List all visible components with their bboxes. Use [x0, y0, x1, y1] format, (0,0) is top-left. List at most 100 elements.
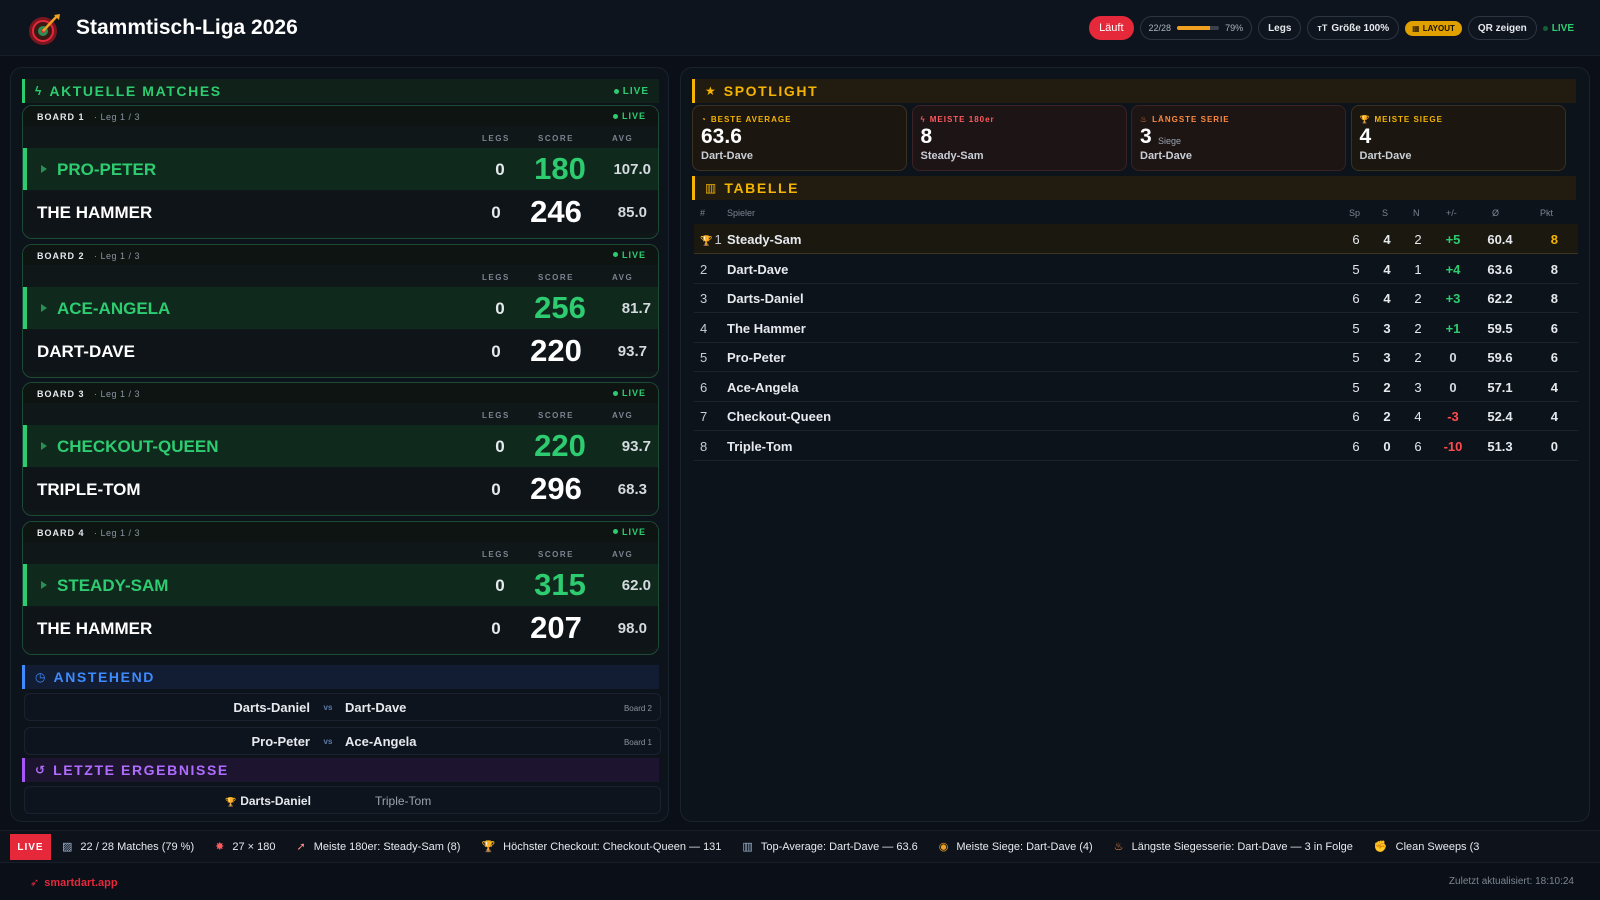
standings-diff: +5	[1445, 232, 1461, 247]
spotlight-label-text: MEISTE SIEGE	[1374, 115, 1443, 124]
standings-row[interactable]: 5 Pro-Peter 5 3 2 0 59.6 6	[694, 342, 1578, 372]
spotlight-value: 4	[1359, 125, 1372, 148]
spotlight-card: 🏆 MEISTE SIEGE 4 Dart-Dave	[1350, 105, 1566, 171]
match-card: BOARD 1 · Leg 1 / 3 LIVE LEGS SCORE AVG PRO-PE…	[22, 105, 659, 239]
spotlight-label-text: MEISTE 180er	[929, 115, 995, 124]
trophy-icon: 🏆	[1359, 115, 1371, 124]
result-row[interactable]: 🏆 Darts-Daniel Triple-Tom	[24, 786, 661, 814]
standings-average: 57.1	[1487, 379, 1513, 395]
board-header: BOARD 3 · Leg 1 / 3 LIVE	[23, 383, 658, 403]
standings-row[interactable]: 2 Dart-Dave 5 4 1 +4 63.6 8	[694, 254, 1578, 284]
status-badge[interactable]: Läuft	[1089, 16, 1134, 40]
muscle-icon: ✊	[1373, 841, 1388, 853]
vs-label: vs	[323, 703, 333, 712]
standings-rank: 6	[700, 380, 707, 395]
upcoming-match[interactable]: Pro-Peter vs Ace-Angela Board 1	[24, 727, 661, 755]
col-rank: #	[700, 208, 706, 218]
active-turn-icon	[41, 165, 47, 173]
standings-rank-value: 5	[700, 350, 708, 365]
results-heading: ↺ LETZTE ERGEBNISSE	[22, 758, 659, 782]
standings-average: 62.2	[1487, 291, 1513, 306]
standings-points: 8	[1550, 232, 1558, 247]
bolt-icon: ϟ	[920, 115, 926, 124]
standings-points: 0	[1550, 438, 1558, 454]
text-size-icon: ᴛT	[1317, 23, 1328, 33]
col-losses: N	[1413, 208, 1420, 218]
spotlight-player: Dart-Dave	[1359, 150, 1412, 162]
standings-row[interactable]: 6 Ace-Angela 5 2 3 0 57.1 4	[694, 372, 1578, 402]
standings-wins: 3	[1383, 320, 1391, 336]
ticker-text: Top-Average: Dart-Dave — 63.6	[760, 840, 918, 853]
spotlight-card: ◔ BESTE AVERAGE 63.6 Dart-Dave	[692, 105, 907, 171]
ticker-text: Meiste Siege: Dart-Dave (4)	[956, 840, 1093, 853]
standings-diff: -3	[1447, 409, 1459, 424]
board-live-indicator: LIVE	[612, 111, 646, 121]
legs-mode-button[interactable]: Legs	[1258, 16, 1302, 40]
standings-rank: 5	[700, 350, 707, 365]
player-average: 68.3	[617, 481, 647, 498]
standings-player: Dart-Dave	[727, 261, 789, 277]
size-button[interactable]: ᴛT Größe 100%	[1307, 16, 1400, 40]
standings-average: 52.4	[1487, 409, 1513, 424]
standings-row[interactable]: 8 Triple-Tom 6 0 6 -10 51.3 0	[694, 431, 1578, 461]
spotlight-heading: ★ SPOTLIGHT	[692, 79, 1576, 103]
board-title: BOARD 3	[37, 389, 85, 399]
qr-button[interactable]: QR zeigen	[1467, 16, 1537, 40]
board-header: BOARD 2 · Leg 1 / 3 LIVE	[23, 244, 658, 265]
active-turn-icon	[41, 303, 47, 312]
result-winner-name: Darts-Daniel	[240, 794, 311, 808]
player-name: THE HAMMER	[37, 618, 153, 638]
clock-icon: ◷	[35, 670, 46, 684]
spotlight-player: Dart-Dave	[701, 150, 753, 162]
board-leg-info: · Leg 1 / 3	[94, 250, 141, 261]
last-updated: Zuletzt aktualisiert: 18:10:24	[1448, 876, 1574, 887]
standings-losses: 2	[1414, 350, 1422, 365]
board-leg-info: · Leg 1 / 3	[94, 527, 141, 538]
col-legs-header: LEGS	[482, 549, 510, 559]
standings-played: 6	[1352, 409, 1360, 424]
standings-row[interactable]: 7 Checkout-Queen 6 2 4 -3 52.4 4	[694, 401, 1578, 431]
matches-live-indicator: LIVE	[613, 86, 649, 97]
upcoming-match[interactable]: Darts-Daniel vs Dart-Dave Board 2	[24, 693, 661, 721]
col-played: Sp	[1349, 208, 1361, 218]
player-score: 315	[534, 566, 586, 602]
board-header: BOARD 4 · Leg 1 / 3 LIVE	[23, 521, 658, 542]
player-name: STEADY-SAM	[57, 575, 169, 595]
app-title: Stammtisch-Liga 2026	[76, 16, 298, 39]
standings-rank: 4	[700, 321, 707, 336]
player-average: 93.7	[617, 342, 647, 360]
ticker-live-badge: LIVE	[10, 834, 51, 860]
board-leg-info: · Leg 1 / 3	[94, 389, 141, 399]
board-leg-info: · Leg 1 / 3	[94, 112, 141, 122]
upcoming-heading-label: ANSTEHEND	[53, 669, 156, 685]
standings-average: 59.5	[1487, 320, 1513, 336]
flame-icon: ♨	[1140, 115, 1149, 124]
ticker-item: ➚ Meiste 180er: Steady-Sam (8)	[296, 840, 460, 854]
board-live-label: LIVE	[621, 388, 646, 398]
layout-button[interactable]: ▦ LAYOUT	[1405, 20, 1462, 36]
live-dot-icon	[612, 529, 618, 534]
live-dot-icon	[612, 390, 618, 396]
standings-row[interactable]: 3 Darts-Daniel 6 4 2 +3 62.2 8	[694, 283, 1578, 313]
top-bar: Stammtisch-Liga 2026 Läuft 22/28 79% Leg…	[0, 0, 1600, 56]
col-avg-header: AVG	[612, 549, 634, 559]
player-row-active: PRO-PETER 0 180 107.0	[23, 148, 658, 190]
player-legs: 0	[495, 575, 505, 595]
dart-icon: ➶	[30, 877, 40, 889]
brand-link[interactable]: ➶ smartdart.app	[30, 876, 118, 890]
header-controls: Läuft 22/28 79% Legs ᴛT Größe 100% ▦ LAY…	[1089, 16, 1574, 40]
spotlight-heading-label: SPOTLIGHT	[723, 83, 819, 99]
col-avg-header: AVG	[612, 134, 634, 143]
star-icon: ★	[705, 84, 716, 98]
player-name: THE HAMMER	[37, 203, 153, 222]
standings-row[interactable]: 4 The Hammer 5 3 2 +1 59.5 6	[694, 313, 1578, 343]
standings-row[interactable]: 🏆 1 Steady-Sam 6 4 2 +5 60.4 8	[694, 224, 1578, 254]
standings-played: 6	[1352, 232, 1360, 247]
burst-icon: ✸	[215, 841, 225, 853]
standings-losses: 1	[1414, 261, 1422, 277]
standings-wins: 4	[1383, 232, 1391, 247]
player-name: PRO-PETER	[57, 160, 157, 179]
col-legs-header: LEGS	[482, 272, 510, 282]
standings-rank: 3	[700, 291, 707, 306]
standings-wins: 2	[1383, 409, 1391, 424]
